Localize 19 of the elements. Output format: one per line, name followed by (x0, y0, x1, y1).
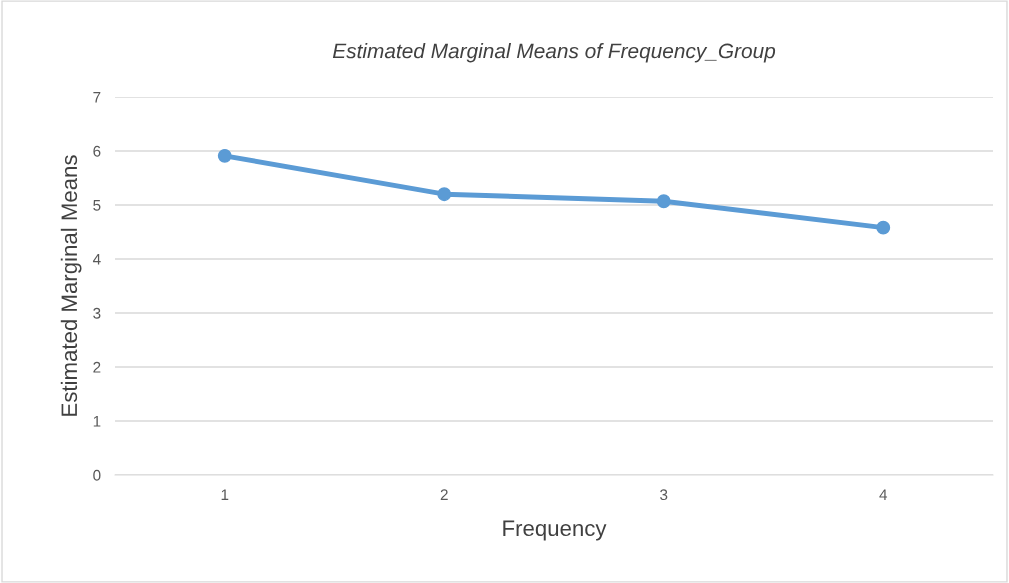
x-axis-title: Frequency (503, 520, 607, 541)
y-tick-label: 6 (93, 145, 101, 157)
x-tick-label: 4 (879, 489, 888, 500)
point (656, 194, 671, 209)
y-tick-label: 1 (93, 416, 101, 427)
y-tick-label: 7 (93, 92, 101, 103)
y-tick-label: 0 (93, 469, 101, 481)
chart-title: Estimated Marginal Means of Frequency_Group (332, 43, 776, 63)
y-tick-label: 3 (93, 307, 101, 319)
point (217, 148, 232, 163)
y-axis-title: Estimated Marginal Means (60, 155, 82, 416)
x-tick-label: 3 (660, 489, 668, 501)
point (437, 187, 452, 202)
point (876, 220, 891, 235)
y-tick-label: 4 (92, 254, 101, 265)
y-tick-label: 5 (93, 200, 101, 211)
y-tick-label: 2 (93, 361, 101, 373)
x-tick-label: 2 (440, 489, 448, 500)
x-tick-label: 1 (221, 489, 229, 500)
